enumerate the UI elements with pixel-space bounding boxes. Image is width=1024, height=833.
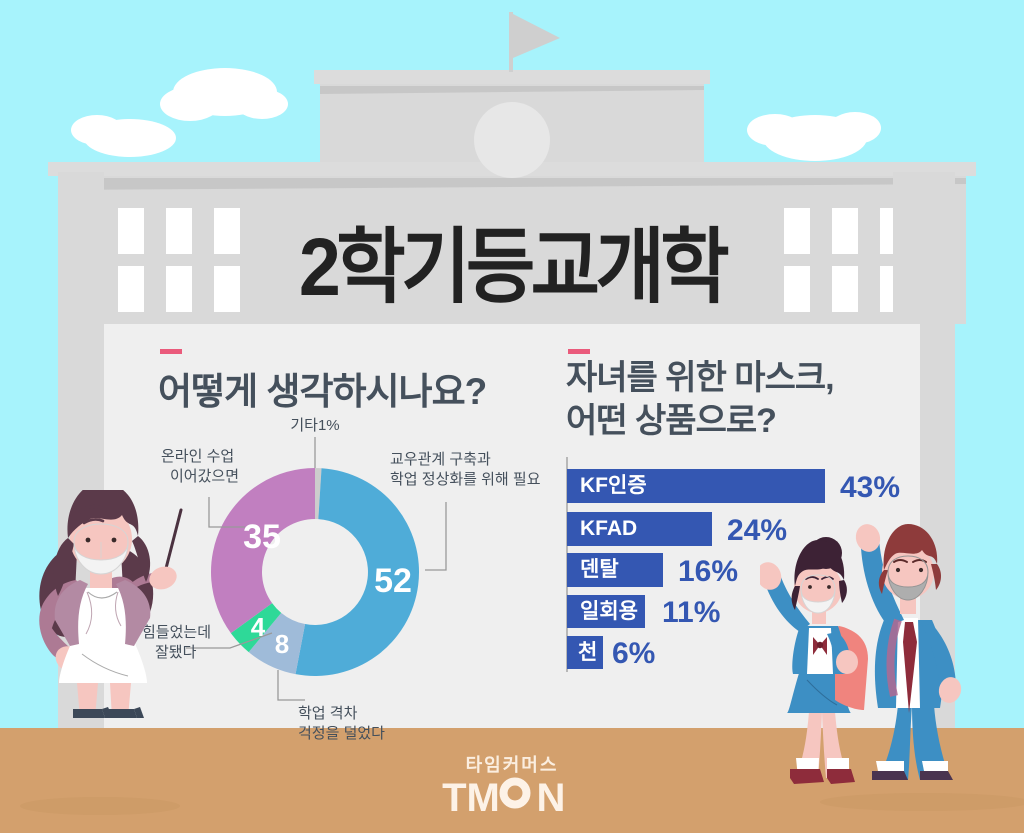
svg-text:천: 천 [578, 641, 597, 664]
svg-text:KF인증: KF인증 [580, 474, 647, 497]
svg-text:24%: 24% [727, 514, 787, 547]
svg-text:43%: 43% [840, 471, 900, 504]
svg-text:11%: 11% [662, 596, 720, 629]
svg-text:6%: 6% [612, 637, 655, 670]
svg-text:덴탈: 덴탈 [580, 558, 619, 581]
svg-text:일회용: 일회용 [580, 600, 638, 623]
svg-text:KFAD: KFAD [580, 517, 637, 540]
svg-text:16%: 16% [678, 555, 738, 588]
